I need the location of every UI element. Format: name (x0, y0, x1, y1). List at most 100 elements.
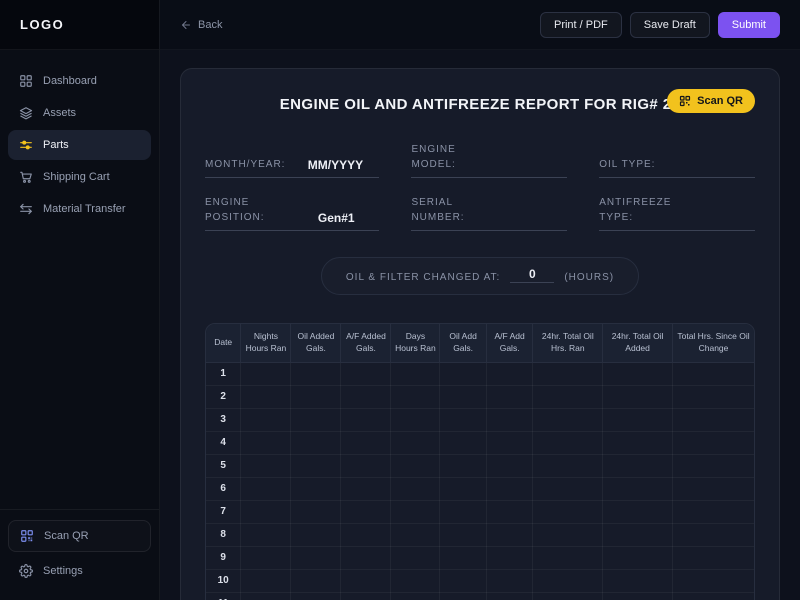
input-cell[interactable] (390, 546, 441, 570)
input-cell[interactable] (672, 477, 754, 501)
input-cell[interactable] (240, 454, 292, 478)
input-cell[interactable] (532, 523, 604, 547)
input-cell[interactable] (240, 500, 292, 524)
input-cell[interactable] (439, 431, 487, 455)
input-cell[interactable] (486, 385, 534, 409)
input-cell[interactable] (486, 477, 534, 501)
input-cell[interactable] (672, 569, 754, 593)
input-cell[interactable] (240, 569, 292, 593)
input-cell[interactable] (290, 385, 342, 409)
save-draft-button[interactable]: Save Draft (629, 11, 710, 38)
input-cell[interactable] (240, 362, 292, 386)
input-cell[interactable] (532, 454, 604, 478)
input-cell[interactable] (340, 523, 392, 547)
input-cell[interactable] (439, 385, 487, 409)
oil-type-field[interactable]: OIL TYPE: (599, 143, 755, 178)
input-cell[interactable] (532, 408, 604, 432)
input-cell[interactable] (390, 362, 441, 386)
input-cell[interactable] (439, 454, 487, 478)
input-cell[interactable] (340, 385, 392, 409)
input-cell[interactable] (340, 477, 392, 501)
input-cell[interactable] (390, 500, 441, 524)
input-cell[interactable] (240, 431, 292, 455)
input-cell[interactable] (390, 431, 441, 455)
input-cell[interactable] (532, 546, 604, 570)
input-cell[interactable] (340, 500, 392, 524)
sidebar-item-scan-qr[interactable]: Scan QR (8, 520, 151, 552)
input-cell[interactable] (290, 546, 342, 570)
sidebar-item-parts[interactable]: Parts (8, 130, 151, 160)
input-cell[interactable] (672, 546, 754, 570)
input-cell[interactable] (486, 408, 534, 432)
input-cell[interactable] (290, 592, 342, 600)
input-cell[interactable] (240, 408, 292, 432)
sidebar-item-settings[interactable]: Settings (8, 556, 151, 586)
print-pdf-button[interactable]: Print / PDF (539, 11, 622, 38)
engine-position-value[interactable]: Gen#1 (317, 211, 355, 225)
antifreeze-type-value[interactable] (687, 211, 755, 225)
input-cell[interactable] (390, 385, 441, 409)
input-cell[interactable] (340, 546, 392, 570)
input-cell[interactable] (532, 569, 604, 593)
input-cell[interactable] (390, 408, 441, 432)
input-cell[interactable] (486, 523, 534, 547)
input-cell[interactable] (672, 362, 754, 386)
input-cell[interactable] (439, 408, 487, 432)
month-year-value[interactable]: MM/YYYY (307, 158, 364, 172)
input-cell[interactable] (290, 431, 342, 455)
input-cell[interactable] (290, 477, 342, 501)
input-cell[interactable] (672, 523, 754, 547)
input-cell[interactable] (486, 431, 534, 455)
input-cell[interactable] (602, 431, 673, 455)
input-cell[interactable] (532, 500, 604, 524)
input-cell[interactable] (532, 477, 604, 501)
input-cell[interactable] (290, 408, 342, 432)
input-cell[interactable] (390, 477, 441, 501)
input-cell[interactable] (290, 523, 342, 547)
input-cell[interactable] (602, 592, 673, 600)
input-cell[interactable] (532, 362, 604, 386)
input-cell[interactable] (240, 523, 292, 547)
input-cell[interactable] (672, 431, 754, 455)
input-cell[interactable] (672, 385, 754, 409)
serial-number-field[interactable]: SERIAL NUMBER: (411, 196, 568, 231)
input-cell[interactable] (439, 500, 487, 524)
input-cell[interactable] (602, 569, 673, 593)
input-cell[interactable] (486, 569, 534, 593)
input-cell[interactable] (532, 592, 604, 600)
input-cell[interactable] (486, 500, 534, 524)
input-cell[interactable] (672, 500, 754, 524)
sidebar-item-shipping-cart[interactable]: Shipping Cart (8, 162, 151, 192)
input-cell[interactable] (602, 477, 673, 501)
input-cell[interactable] (340, 408, 392, 432)
input-cell[interactable] (340, 431, 392, 455)
sidebar-item-assets[interactable]: Assets (8, 98, 151, 128)
input-cell[interactable] (486, 592, 534, 600)
oil-filter-changed-input[interactable]: 0 (510, 267, 555, 283)
back-button[interactable]: Back (180, 19, 222, 31)
input-cell[interactable] (602, 362, 673, 386)
month-year-field[interactable]: MONTH/YEAR: MM/YYYY (205, 143, 380, 178)
input-cell[interactable] (439, 592, 487, 600)
input-cell[interactable] (602, 408, 673, 432)
input-cell[interactable] (439, 569, 487, 593)
scan-qr-button[interactable]: Scan QR (667, 89, 755, 113)
oil-type-value[interactable] (661, 158, 755, 172)
input-cell[interactable] (240, 592, 292, 600)
input-cell[interactable] (340, 362, 392, 386)
input-cell[interactable] (340, 454, 392, 478)
engine-model-value[interactable] (499, 158, 567, 172)
input-cell[interactable] (290, 362, 342, 386)
input-cell[interactable] (290, 569, 342, 593)
input-cell[interactable] (602, 385, 673, 409)
input-cell[interactable] (390, 454, 441, 478)
serial-number-value[interactable] (499, 211, 567, 225)
input-cell[interactable] (602, 523, 673, 547)
input-cell[interactable] (602, 454, 673, 478)
antifreeze-type-field[interactable]: ANTIFREEZE TYPE: (599, 196, 755, 231)
sidebar-item-dashboard[interactable]: Dashboard (8, 66, 151, 96)
input-cell[interactable] (486, 362, 534, 386)
input-cell[interactable] (240, 546, 292, 570)
input-cell[interactable] (390, 592, 441, 600)
input-cell[interactable] (532, 431, 604, 455)
